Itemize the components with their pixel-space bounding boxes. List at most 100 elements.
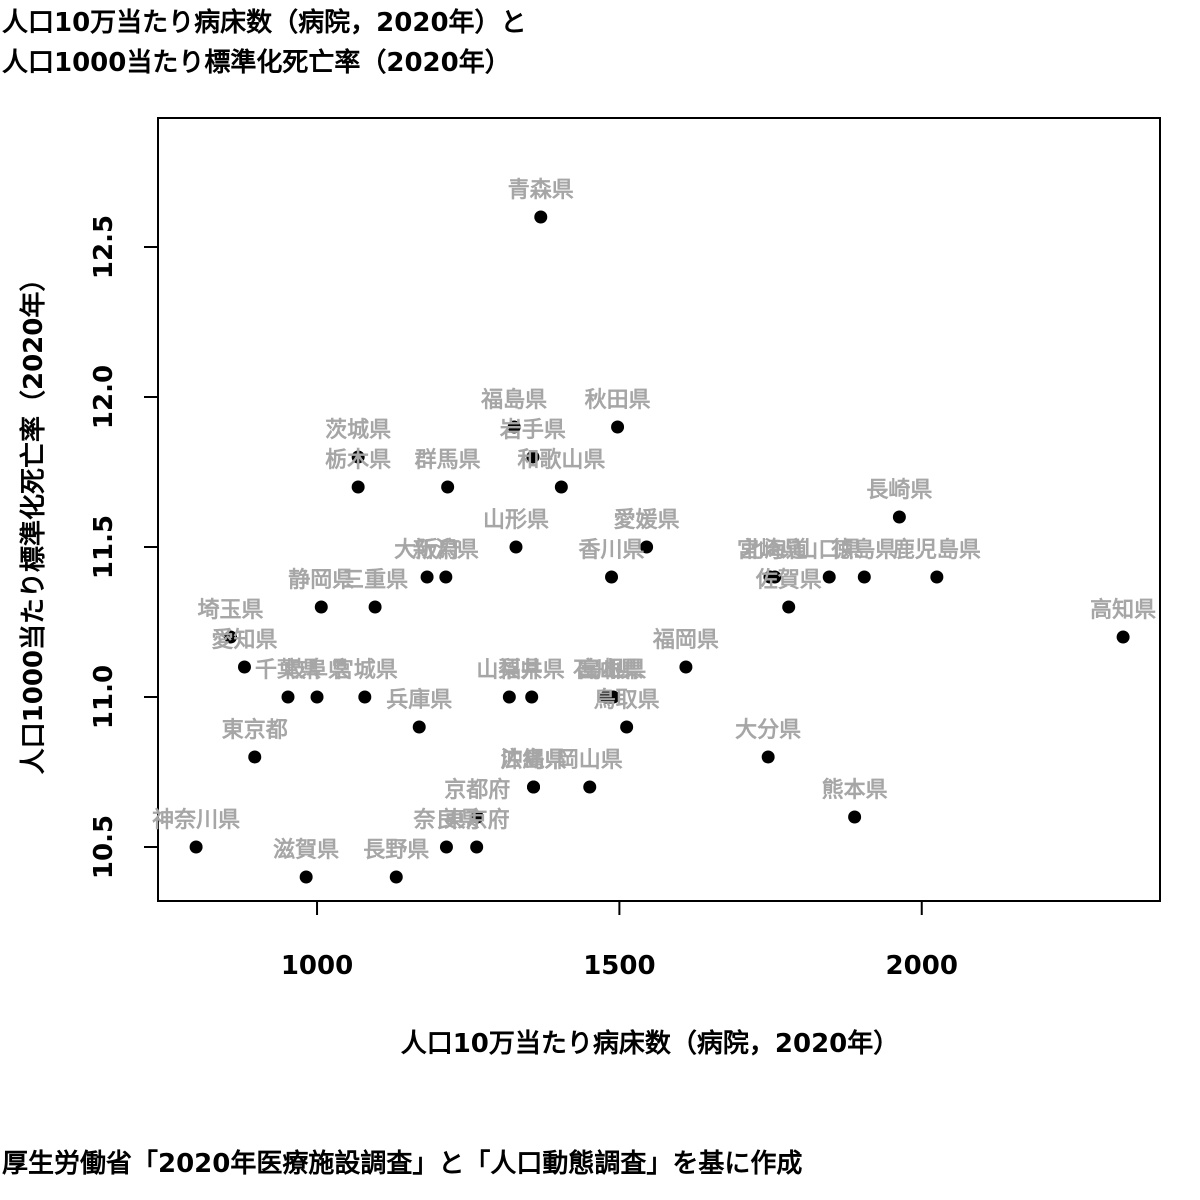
point-label: 鳥取県	[594, 687, 660, 713]
y-axis-title: 人口1000当たり標準化死亡率（2020年）	[18, 266, 49, 775]
y-tick-label: 11.5	[89, 515, 119, 579]
point-label: 沖縄県	[501, 748, 567, 773]
data-point	[358, 690, 372, 704]
data-points	[189, 210, 1130, 884]
point-label: 福岡県	[652, 628, 719, 653]
data-point	[470, 810, 484, 824]
data-point	[857, 570, 871, 584]
data-point	[314, 600, 328, 614]
data-point	[611, 420, 625, 434]
point-label: 滋賀県	[273, 837, 339, 863]
point-label: 福島県	[480, 387, 547, 413]
data-point	[620, 720, 634, 734]
y-tick-label: 12.0	[89, 365, 119, 429]
point-label: 新潟県	[413, 537, 479, 563]
point-label: 徳島県	[830, 537, 897, 563]
point-label: 熊本県	[822, 777, 888, 803]
point-label: 大阪府	[394, 537, 460, 563]
x-tick-label: 1000	[281, 951, 353, 981]
data-point	[606, 690, 620, 704]
point-label: 長崎県	[866, 478, 932, 503]
point-label: 香川県	[579, 538, 645, 563]
point-label: 山形県	[483, 508, 549, 533]
data-point	[470, 840, 484, 854]
point-label: 宮崎県	[737, 537, 803, 563]
point-label: 群馬県	[415, 447, 481, 473]
point-label: 兵庫県	[386, 687, 452, 713]
data-point	[822, 570, 836, 584]
data-point	[679, 660, 693, 674]
data-point	[782, 600, 796, 614]
point-label: 鹿児島県	[893, 537, 981, 563]
point-label: 東京府	[444, 807, 510, 833]
x-tick-label: 2000	[886, 951, 958, 981]
data-point	[892, 510, 906, 524]
data-point	[507, 420, 521, 434]
point-label: 和歌山県	[517, 447, 605, 473]
point-label: 宮城県	[332, 657, 398, 683]
point-label: 岐阜県	[284, 657, 350, 683]
point-label: 青森県	[508, 177, 574, 203]
data-point	[848, 810, 862, 824]
x-tick-label: 1500	[583, 951, 655, 981]
data-point	[930, 570, 944, 584]
data-point	[534, 210, 548, 224]
point-label: 茨城県	[325, 417, 391, 443]
chart-title-line-1: 人口10万当たり病床数（病院，2020年）と	[2, 7, 527, 38]
data-point	[605, 570, 619, 584]
point-label: 島根県	[580, 657, 646, 683]
data-point	[412, 720, 426, 734]
data-point	[583, 780, 597, 794]
plot-frame	[157, 117, 1161, 902]
point-label: 山口県	[796, 538, 862, 563]
data-point	[502, 690, 516, 704]
point-label: 千葉県	[255, 658, 321, 683]
point-label: 長野県	[363, 838, 429, 863]
data-point	[554, 480, 568, 494]
point-label: 奈良県	[412, 807, 479, 833]
point-label: 三重県	[342, 568, 408, 593]
data-point	[310, 690, 324, 704]
data-point	[281, 690, 295, 704]
data-point	[525, 690, 539, 704]
point-label: 北海道	[742, 537, 808, 563]
y-axis: 10.5 11.0 11.5 12.0 12.5	[89, 215, 158, 879]
data-point	[1116, 630, 1130, 644]
point-label: 大分県	[735, 718, 801, 743]
data-point	[439, 570, 453, 584]
point-label: 佐賀県	[755, 567, 822, 593]
data-point	[189, 840, 203, 854]
data-point	[761, 750, 775, 764]
point-label: 岩手県	[499, 418, 566, 443]
data-point	[299, 870, 313, 884]
data-point	[351, 450, 365, 464]
point-label: 神奈川県	[152, 807, 240, 833]
point-label: 埼玉県	[198, 598, 264, 623]
point-label: 秋田県	[585, 388, 651, 413]
y-tick-label: 10.5	[89, 815, 119, 879]
point-label: 広島県	[501, 747, 567, 773]
data-point	[640, 540, 654, 554]
y-tick-label: 11.0	[89, 665, 119, 729]
data-point	[351, 480, 365, 494]
data-point	[526, 450, 540, 464]
point-label: 富山県	[577, 657, 643, 683]
point-label: 高知県	[1090, 597, 1156, 623]
point-label: 栃木県	[325, 448, 391, 473]
point-label: 愛媛県	[614, 507, 680, 533]
data-point	[441, 480, 455, 494]
point-label: 愛知県	[211, 627, 277, 653]
x-axis: 1000 1500 2000	[281, 901, 958, 981]
point-label: 静岡県	[288, 567, 354, 593]
data-point	[248, 750, 262, 764]
point-label: 石川県	[572, 658, 639, 683]
data-point	[527, 780, 541, 794]
point-label: 山梨県	[476, 658, 542, 683]
data-point	[509, 540, 523, 554]
data-point	[368, 600, 382, 614]
point-label: 福井県	[498, 658, 565, 683]
x-axis-title: 人口10万当たり病床数（病院，2020年）	[401, 1028, 900, 1059]
point-label: 東京都	[222, 717, 288, 743]
